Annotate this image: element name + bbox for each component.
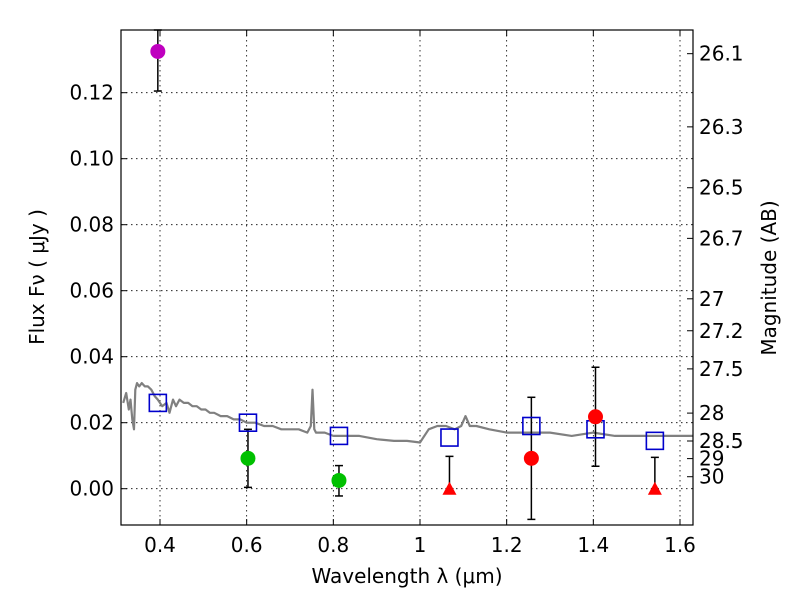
model-photometry-square bbox=[329, 426, 349, 446]
right-tick-label: 27 bbox=[699, 287, 724, 311]
y-tick-label: 0.08 bbox=[69, 213, 114, 237]
right-tick-label: 29 bbox=[699, 447, 724, 471]
model-photometry-square bbox=[148, 393, 168, 413]
x-tick-label: 0.6 bbox=[231, 533, 263, 557]
y-tick-label: 0.06 bbox=[69, 279, 114, 303]
grid-lines bbox=[121, 30, 693, 525]
right-tick-label: 30 bbox=[699, 465, 724, 489]
y-tick-label: 0.00 bbox=[69, 477, 114, 501]
x-tick-label: 1 bbox=[414, 533, 427, 557]
x-tick-label: 1.4 bbox=[577, 533, 609, 557]
x-axis-ticks: 0.4 0.6 0.8 1 1.2 1.4 1.6 bbox=[144, 30, 696, 557]
right-tick-label: 26.1 bbox=[699, 42, 744, 66]
y-axis-title-left: Flux Fν ( μJy ) bbox=[25, 209, 49, 345]
right-tick-label: 28 bbox=[699, 401, 724, 425]
model-photometry-square bbox=[440, 428, 459, 447]
y-axis-ticks-left: 0.00 0.02 0.04 0.06 0.08 0.10 0.12 bbox=[69, 81, 127, 501]
x-tick-label: 0.4 bbox=[144, 533, 176, 557]
x-axis-title: Wavelength λ (μm) bbox=[311, 564, 502, 588]
y-axis-title-right: Magnitude (AB) bbox=[757, 200, 781, 355]
sed-model-curve bbox=[122, 382, 693, 444]
y-tick-label: 0.02 bbox=[69, 411, 114, 435]
sed-model-layer bbox=[122, 382, 693, 444]
error-bars bbox=[153, 29, 659, 521]
detection-point bbox=[240, 450, 256, 466]
non-detection-triangle bbox=[647, 481, 662, 495]
model-photometry-square bbox=[522, 416, 541, 436]
detection-point bbox=[331, 472, 347, 488]
y-tick-label: 0.12 bbox=[69, 81, 114, 105]
right-tick-label: 27.5 bbox=[699, 357, 744, 381]
right-tick-label: 27.2 bbox=[699, 319, 744, 343]
detection-point bbox=[588, 409, 603, 425]
model-photometry-square bbox=[238, 413, 258, 433]
x-tick-label: 1.2 bbox=[491, 533, 523, 557]
non-detection-triangle bbox=[442, 481, 457, 495]
x-tick-label: 1.6 bbox=[664, 533, 696, 557]
y-tick-label: 0.10 bbox=[69, 147, 114, 171]
right-tick-label: 26.3 bbox=[699, 115, 744, 139]
y-tick-label: 0.04 bbox=[69, 345, 114, 369]
right-tick-label: 26.5 bbox=[699, 176, 744, 200]
data-markers bbox=[148, 43, 665, 495]
model-photometry-square bbox=[645, 431, 665, 451]
detection-point bbox=[523, 450, 539, 466]
x-tick-label: 0.8 bbox=[317, 533, 349, 557]
plot-frame bbox=[120, 29, 694, 526]
right-tick-label: 28.5 bbox=[699, 429, 744, 453]
right-tick-label: 26.7 bbox=[699, 226, 744, 250]
detection-point bbox=[150, 43, 166, 59]
